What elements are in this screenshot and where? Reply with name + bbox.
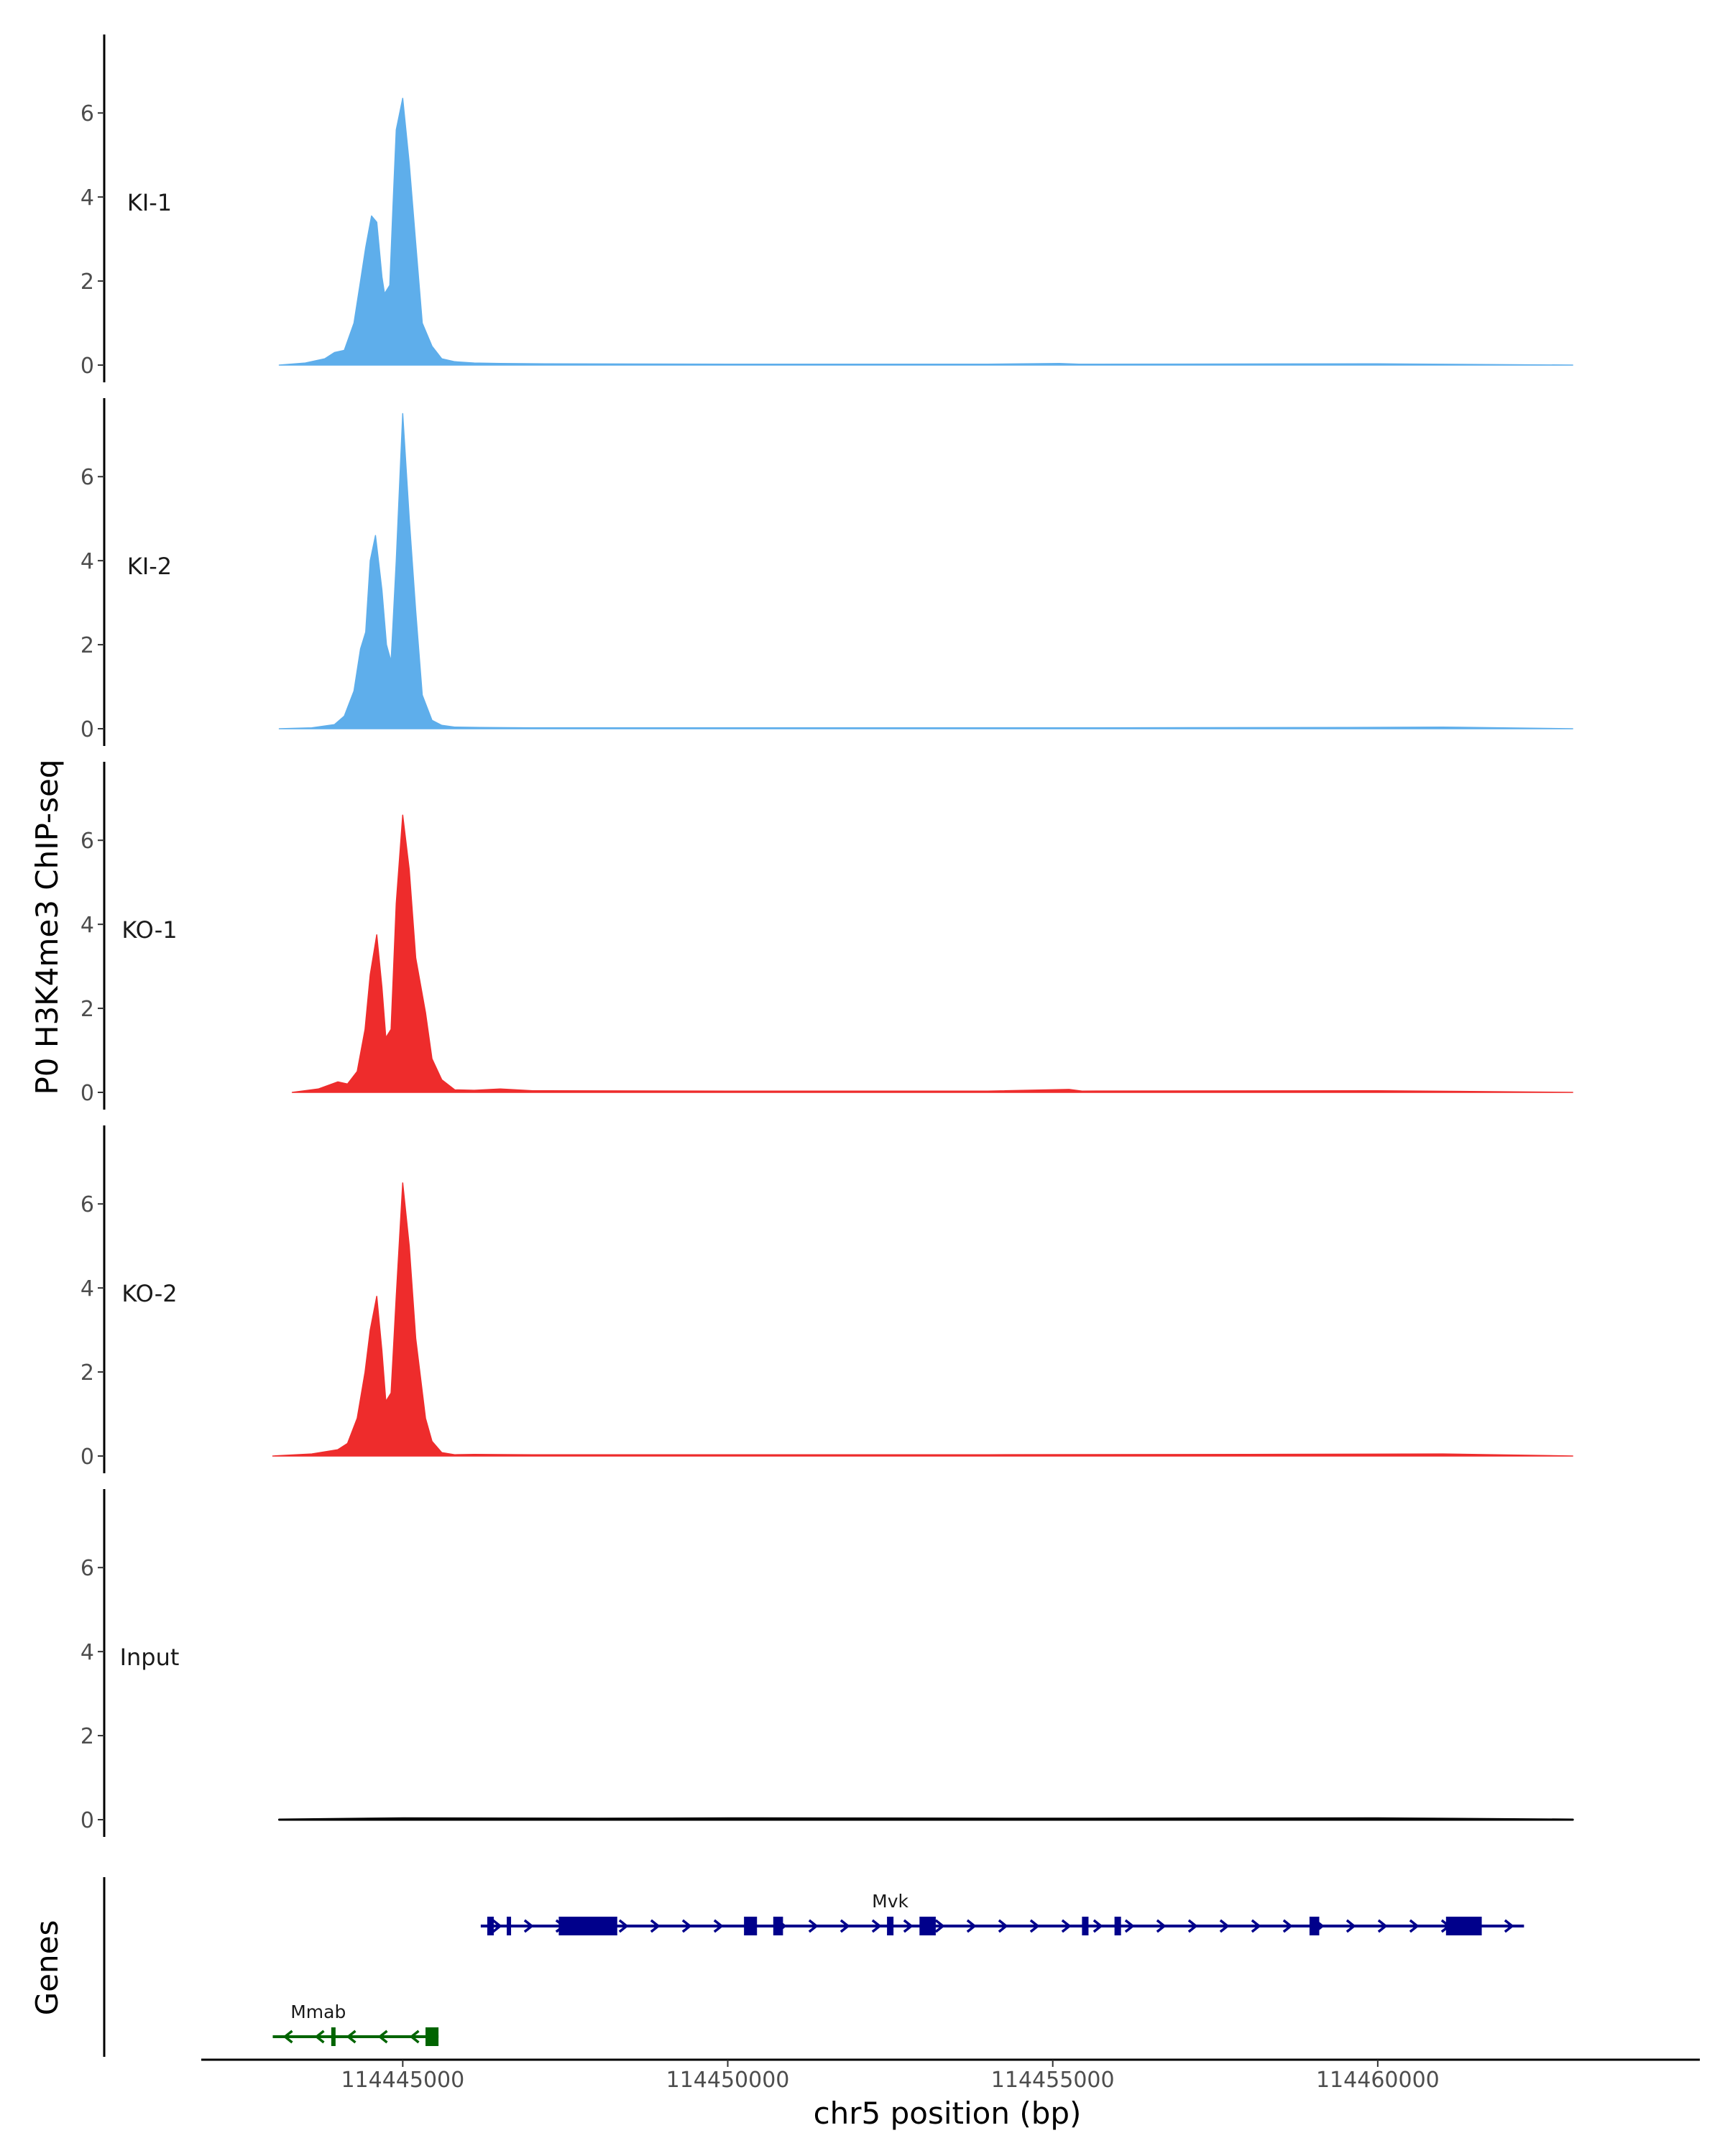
strand-arrow (1124, 1919, 1135, 1933)
signal-area-input (278, 1817, 1574, 1821)
strand-arrow (713, 1919, 724, 1933)
strand-arrow (871, 1919, 882, 1933)
gene-mvk: Mvk (480, 1891, 1524, 1935)
track-label: KI-1 (127, 189, 172, 216)
x-axis-title: chr5 position (bp) (814, 2096, 1082, 2131)
strand-arrow (282, 2030, 293, 2044)
gene-annotation-track: Mmab Mvk (103, 1877, 1524, 2057)
y-tick-label: 2 (80, 997, 94, 1022)
strand-arrow (1092, 1919, 1103, 1933)
x-tick-label: 114450000 (666, 2068, 790, 2093)
exon-block (773, 1917, 783, 1935)
exon-block (507, 1917, 512, 1935)
strand-arrow (314, 2030, 325, 2044)
strand-arrow (377, 2030, 388, 2044)
y-tick-label: 6 (80, 829, 94, 854)
y-tick-label: 6 (80, 1192, 94, 1217)
signal-area-ki-2 (278, 413, 1573, 729)
strand-arrow (1187, 1919, 1198, 1933)
coverage-tracks: 0 2 4 6 KI-1 0 2 4 6 KI-2 0 2 4 6 KO-1 0 2 4 6 KO-2 0 2 4 6 Inpu… (80, 34, 1574, 1837)
strand-arrow (1282, 1919, 1293, 1933)
y-tick-label: 2 (80, 270, 94, 295)
strand-arrow (1409, 1919, 1420, 1933)
track-panel-ko-2: 0 2 4 6 KO-2 (80, 1125, 1573, 1473)
y-tick-label: 2 (80, 1724, 94, 1749)
strand-arrow (1061, 1919, 1072, 1933)
strand-arrow (998, 1919, 1008, 1933)
track-panel-ki-1: 0 2 4 6 KI-1 (80, 34, 1573, 382)
strand-arrow (618, 1919, 629, 1933)
y-tick-label: 0 (80, 1081, 94, 1106)
signal-area-ko-1 (291, 814, 1573, 1093)
strand-arrow (1029, 1919, 1040, 1933)
genes-axis-title: Genes (29, 1920, 65, 2016)
strand-arrow (1156, 1919, 1167, 1933)
exon-block (1445, 1917, 1482, 1935)
strand-arrow (1219, 1919, 1230, 1933)
track-label: KI-2 (127, 553, 172, 580)
gene-name-label: Mvk (872, 1891, 908, 1912)
y-tick-label: 4 (80, 549, 94, 574)
exon-block (1309, 1917, 1320, 1935)
exon-block (1114, 1917, 1121, 1935)
y-tick-label: 0 (80, 1445, 94, 1470)
strand-arrow (934, 1919, 945, 1933)
strand-arrow (492, 1919, 502, 1933)
strand-arrow (346, 2030, 356, 2044)
strand-arrow (409, 2030, 420, 2044)
x-axis: 114445000 114450000 114455000 114460000 (201, 2058, 1700, 2093)
x-tick-label: 114460000 (1316, 2068, 1440, 2093)
exon-block (331, 2027, 336, 2046)
y-tick-label: 4 (80, 1276, 94, 1302)
strand-arrow (808, 1919, 819, 1933)
track-panel-ki-2: 0 2 4 6 KI-2 (80, 398, 1573, 746)
strand-arrow (1251, 1919, 1261, 1933)
exon-block (487, 1917, 494, 1935)
exon-block (1082, 1917, 1089, 1935)
y-tick-label: 6 (80, 465, 94, 490)
gene-name-label: Mmab (290, 2001, 346, 2022)
exon-block (887, 1917, 894, 1935)
y-tick-label: 0 (80, 1808, 94, 1833)
track-panel-input: 0 2 4 6 Input (80, 1489, 1574, 1837)
y-tick-label: 4 (80, 185, 94, 211)
strand-arrow (1346, 1919, 1356, 1933)
x-tick-label: 114445000 (341, 2068, 464, 2093)
y-tick-label: 6 (80, 1556, 94, 1581)
y-tick-label: 0 (80, 354, 94, 379)
strand-arrow (840, 1919, 850, 1933)
exon-block (558, 1917, 617, 1935)
track-label: KO-1 (121, 916, 177, 944)
track-label: KO-2 (121, 1280, 177, 1307)
exon-block (919, 1917, 936, 1935)
y-tick-label: 6 (80, 101, 94, 126)
signal-area-ki-1 (278, 98, 1573, 366)
strand-arrow (903, 1919, 914, 1933)
y-tick-label: 4 (80, 913, 94, 938)
y-tick-label: 2 (80, 633, 94, 658)
track-label: Input (120, 1644, 180, 1671)
y-tick-label: 0 (80, 717, 94, 742)
y-tick-label: 4 (80, 1640, 94, 1665)
strand-arrow (650, 1919, 661, 1933)
x-tick-label: 114455000 (991, 2068, 1115, 2093)
exon-block (744, 1917, 758, 1935)
strand-arrow (1377, 1919, 1388, 1933)
exon-block (426, 2027, 439, 2046)
strand-arrow (966, 1919, 977, 1933)
strand-arrow (681, 1919, 692, 1933)
strand-arrow (1504, 1919, 1514, 1933)
strand-arrow (523, 1919, 534, 1933)
track-panel-ko-1: 0 2 4 6 KO-1 (80, 762, 1573, 1110)
y-tick-label: 2 (80, 1360, 94, 1386)
signal-area-ko-2 (272, 1182, 1573, 1457)
y-axis-title: P0 H3K4me3 ChIP-seq (29, 759, 65, 1095)
gene-mmab: Mmab (272, 2001, 439, 2046)
